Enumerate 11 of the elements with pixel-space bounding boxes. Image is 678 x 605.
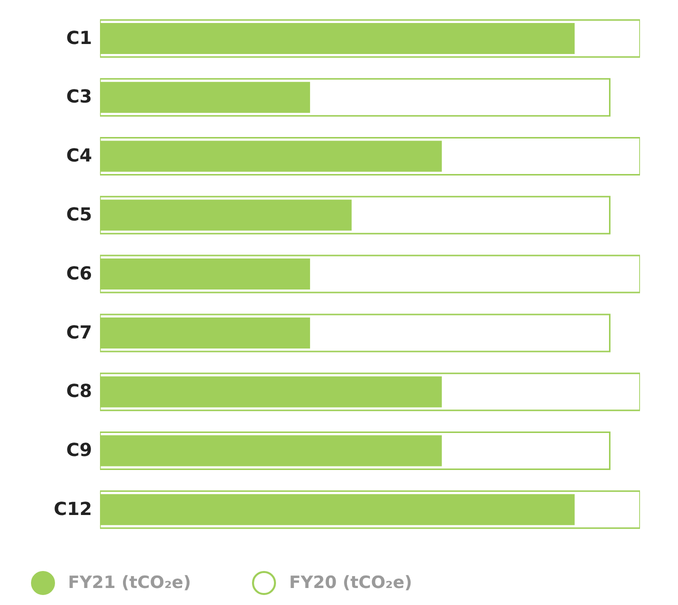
y-tick-label: C7 xyxy=(66,322,92,344)
y-tick-label: C1 xyxy=(66,28,92,49)
y-tick-label: C6 xyxy=(66,263,92,284)
legend-label: FY21 (tCO₂e) xyxy=(68,573,192,593)
legend-label: FY20 (tCO₂e) xyxy=(289,573,412,593)
y-tick-label: C12 xyxy=(54,498,92,520)
y-tick-label: C4 xyxy=(66,146,92,167)
y-tick-label: C8 xyxy=(66,381,92,402)
y-tick-label: C9 xyxy=(66,440,92,462)
y-tick-label: C5 xyxy=(66,204,92,226)
y-tick-label: C3 xyxy=(66,86,92,108)
